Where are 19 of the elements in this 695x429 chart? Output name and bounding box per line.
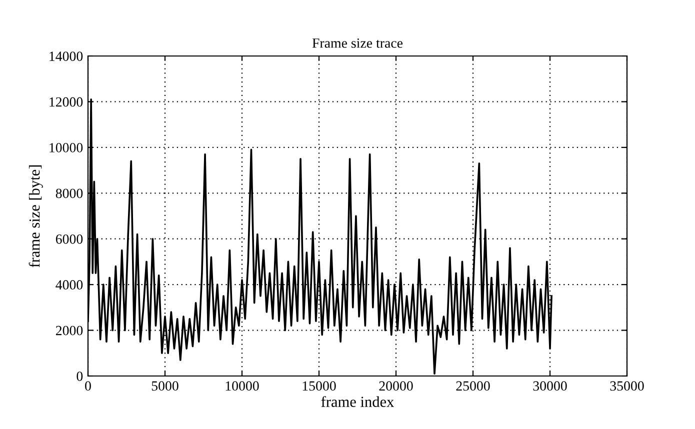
y-tick-label: 12000	[50, 97, 83, 107]
y-tick-label: 2000	[56, 326, 83, 336]
x-tick-label: 0	[85, 381, 91, 391]
x-tick-label: 15000	[302, 381, 336, 391]
x-tick-label: 25000	[456, 381, 490, 391]
y-tick-label: 10000	[50, 143, 83, 152]
y-axis-title: frame size [byte]	[28, 165, 43, 268]
y-tick-label: 8000	[56, 188, 83, 198]
x-axis-title: frame index	[321, 396, 394, 407]
y-tick-label: 0	[76, 372, 83, 381]
y-tick-label: 14000	[50, 52, 83, 61]
x-tick-label: 5000	[152, 381, 178, 391]
x-tick-label: 10000	[226, 381, 259, 391]
x-tick-label: 30000	[533, 381, 567, 391]
x-tick-label: 35000	[610, 381, 644, 391]
x-tick-label: 20000	[379, 381, 413, 391]
chart-title: Frame size trace	[312, 38, 403, 48]
y-tick-label: 4000	[56, 280, 83, 290]
y-tick-label: 6000	[56, 234, 83, 244]
